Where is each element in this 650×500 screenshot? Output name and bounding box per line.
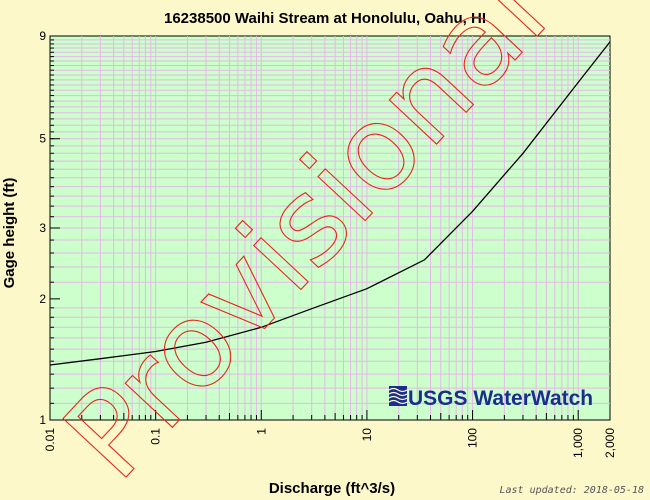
y-tick-labels: 1 2 3 5 9 (39, 29, 46, 427)
x-tick-label: 1,000 (571, 428, 585, 458)
y-tick-label: 2 (39, 292, 46, 306)
x-tick-labels: 0.01 0.1 1 10 100 1,000 2,000 (43, 428, 617, 458)
y-tick-label: 1 (39, 413, 46, 427)
x-axis-label: Discharge (ft^3/s) (269, 480, 395, 497)
axis-ticks (50, 35, 579, 421)
x-tick-label: 0.01 (43, 428, 57, 452)
series-layer (49, 41, 611, 366)
y-tick-label: 3 (39, 221, 46, 235)
x-tick-label: 100 (466, 428, 480, 448)
usgs-waterwatch-logo: USGS WaterWatch (388, 386, 593, 410)
rating-curve-line (49, 41, 611, 366)
chart-title: 16238500 Waihi Stream at Honolulu, Oahu,… (164, 10, 486, 27)
y-tick-label: 5 (39, 132, 46, 146)
last-updated-text: Last updated: 2018-05-18 (500, 485, 645, 496)
x-tick-label: 10 (360, 428, 374, 442)
y-axis-label: Gage height (ft) (1, 178, 18, 289)
x-tick-label: 2,000 (603, 428, 617, 458)
usgs-logo-icon (388, 386, 408, 406)
x-tick-label: 0.1 (149, 428, 163, 445)
y-tick-label: 9 (39, 29, 46, 43)
usgs-logo-text: USGS WaterWatch (408, 387, 593, 410)
x-tick-label: 1 (254, 428, 268, 435)
